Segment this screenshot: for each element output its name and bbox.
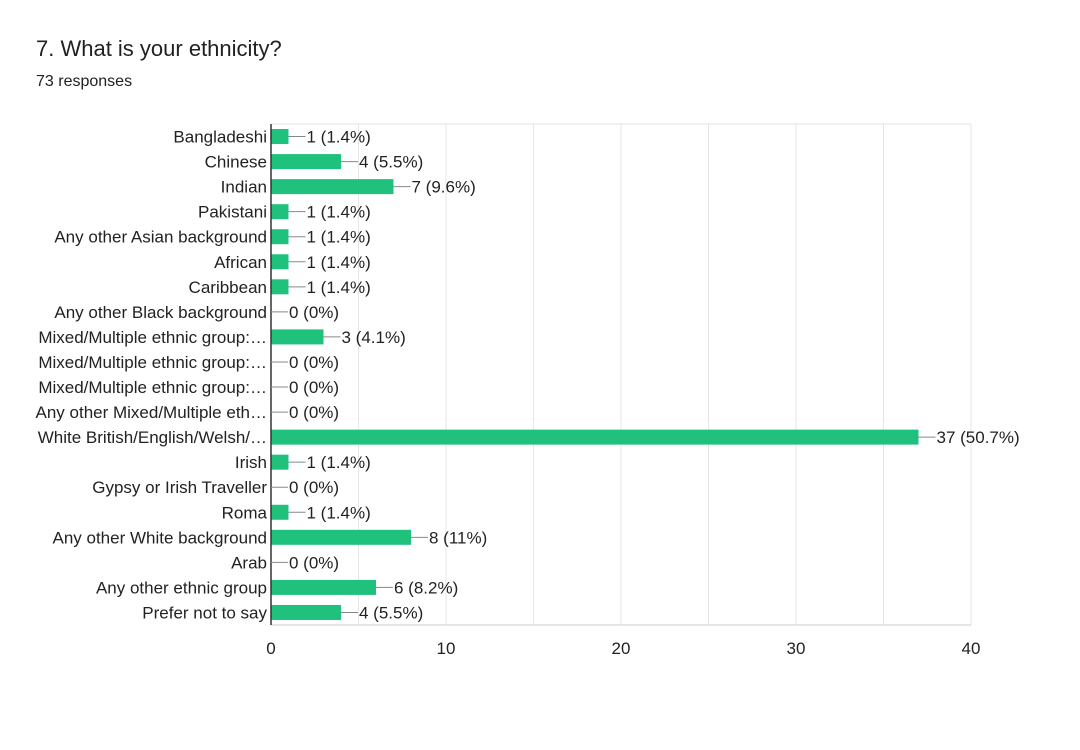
bar [271,604,341,620]
bar [271,129,289,145]
labels: Bangladeshi 1 (1.4%) Chinese 4 (5.5%) Indian… [36,128,1020,623]
category-label: Mixed/Multiple ethnic group:… [38,378,267,397]
data-label: 1 (1.4%) [307,203,371,222]
data-label: 0 (0%) [289,353,339,372]
bar [271,154,341,170]
bar [271,529,411,545]
category-label: Bangladeshi [173,128,267,147]
bar [271,254,289,270]
bar [271,329,324,345]
data-label: 1 (1.4%) [307,503,371,522]
data-label: 6 (8.2%) [394,578,458,597]
x-tick-label: 0 [266,639,275,658]
category-label: Any other Black background [54,303,267,322]
data-label: 1 (1.4%) [307,228,371,247]
data-label: 37 (50.7%) [937,428,1020,447]
data-label: 0 (0%) [289,378,339,397]
data-label: 1 (1.4%) [307,128,371,147]
data-label: 1 (1.4%) [307,253,371,272]
data-label: 4 (5.5%) [359,603,423,622]
data-label: 0 (0%) [289,553,339,572]
bar [271,229,289,245]
category-label: Arab [231,553,267,572]
page-title: 7. What is your ethnicity? [36,36,282,61]
bar [271,454,289,470]
data-label: 4 (5.5%) [359,153,423,172]
grid-lines [271,123,972,626]
category-label: Gypsy or Irish Traveller [92,478,267,497]
data-label: 0 (0%) [289,403,339,422]
data-label: 8 (11%) [429,528,487,547]
category-label: Any other White background [52,528,267,547]
axes: 0 10 20 30 40 [266,124,980,658]
x-tick-label: 20 [612,639,631,658]
category-label: Any other Asian background [54,228,267,247]
data-label: 1 (1.4%) [307,278,371,297]
data-label: 1 (1.4%) [307,453,371,472]
data-label: 3 (4.1%) [342,328,406,347]
bar [271,279,289,295]
data-label: 0 (0%) [289,303,339,322]
x-tick-label: 30 [787,639,806,658]
bar [271,204,289,220]
category-label: White British/English/Welsh/… [38,428,267,447]
category-label: Mixed/Multiple ethnic group:… [38,328,267,347]
category-label: African [214,253,267,272]
category-label: Any other ethnic group [96,578,267,597]
category-label: Indian [221,178,267,197]
category-label: Roma [222,503,268,522]
data-label: 0 (0%) [289,478,339,497]
bar [271,429,919,445]
x-tick-label: 40 [962,639,981,658]
category-label: Caribbean [189,278,267,297]
category-label: Chinese [205,153,267,172]
x-tick-label: 10 [437,639,456,658]
bars [271,129,919,620]
category-label: Prefer not to say [142,603,267,622]
bar [271,579,376,595]
bar [271,504,289,520]
category-label: Mixed/Multiple ethnic group:… [38,353,267,372]
response-count: 73 responses [36,73,133,90]
category-label: Any other Mixed/Multiple eth… [36,403,268,422]
data-label: 7 (9.6%) [412,178,476,197]
category-label: Pakistani [198,203,267,222]
category-label: Irish [235,453,267,472]
bar [271,179,394,195]
